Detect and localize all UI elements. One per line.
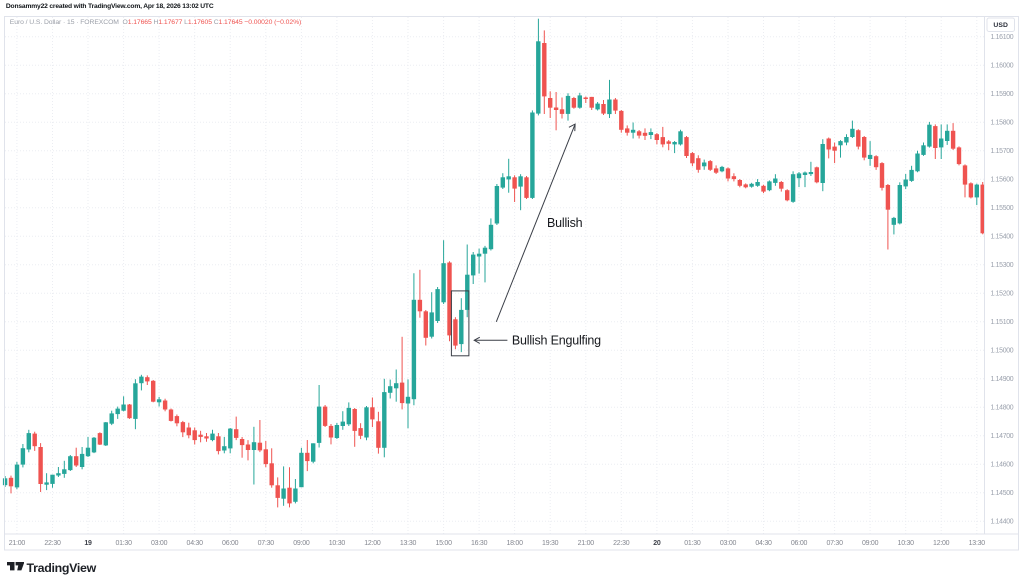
svg-text:1.15900: 1.15900 (991, 91, 1014, 98)
svg-text:03:00: 03:00 (720, 540, 737, 547)
svg-text:1.14600: 1.14600 (991, 462, 1014, 469)
svg-text:1.15700: 1.15700 (991, 148, 1014, 155)
svg-text:Bullish Engulfing: Bullish Engulfing (512, 334, 601, 348)
svg-text:01:30: 01:30 (115, 540, 132, 547)
svg-text:USD: USD (993, 22, 1008, 29)
svg-text:10:30: 10:30 (329, 540, 346, 547)
svg-text:1.15300: 1.15300 (991, 262, 1014, 269)
svg-text:13:30: 13:30 (969, 540, 986, 547)
svg-text:09:00: 09:00 (293, 540, 310, 547)
svg-text:1.14500: 1.14500 (991, 490, 1014, 497)
svg-text:07:30: 07:30 (258, 540, 275, 547)
svg-text:19: 19 (84, 540, 92, 547)
svg-text:1.15800: 1.15800 (991, 120, 1014, 127)
svg-text:04:30: 04:30 (187, 540, 204, 547)
svg-text:21:00: 21:00 (578, 540, 595, 547)
svg-text:1.14400: 1.14400 (991, 519, 1014, 526)
svg-text:15:00: 15:00 (435, 540, 452, 547)
svg-text:1.14700: 1.14700 (991, 433, 1014, 440)
svg-text:01:30: 01:30 (684, 540, 701, 547)
svg-text:1.15200: 1.15200 (991, 291, 1014, 298)
svg-text:1.15600: 1.15600 (991, 177, 1014, 184)
svg-text:06:00: 06:00 (791, 540, 808, 547)
svg-text:1.16000: 1.16000 (991, 63, 1014, 70)
svg-text:1.15000: 1.15000 (991, 348, 1014, 355)
svg-text:19:30: 19:30 (542, 540, 559, 547)
svg-text:16:30: 16:30 (471, 540, 488, 547)
svg-text:10:30: 10:30 (898, 540, 915, 547)
svg-text:12:00: 12:00 (364, 540, 381, 547)
svg-text:09:00: 09:00 (862, 540, 879, 547)
svg-text:21:00: 21:00 (9, 540, 26, 547)
svg-text:22:30: 22:30 (44, 540, 61, 547)
svg-text:12:00: 12:00 (933, 540, 950, 547)
svg-text:1.16100: 1.16100 (991, 34, 1014, 41)
svg-text:06:00: 06:00 (222, 540, 239, 547)
svg-text:13:30: 13:30 (400, 540, 417, 547)
svg-text:04:30: 04:30 (755, 540, 772, 547)
svg-text:1.14900: 1.14900 (991, 376, 1014, 383)
svg-text:1.15100: 1.15100 (991, 319, 1014, 326)
svg-text:20: 20 (653, 540, 661, 547)
svg-text:18:00: 18:00 (506, 540, 523, 547)
svg-text:03:00: 03:00 (151, 540, 168, 547)
svg-text:07:30: 07:30 (826, 540, 843, 547)
svg-text:22:30: 22:30 (613, 540, 630, 547)
svg-text:1.15400: 1.15400 (991, 234, 1014, 241)
svg-text:Bullish: Bullish (547, 216, 583, 230)
svg-text:1.15500: 1.15500 (991, 205, 1014, 212)
svg-text:1.14800: 1.14800 (991, 405, 1014, 412)
